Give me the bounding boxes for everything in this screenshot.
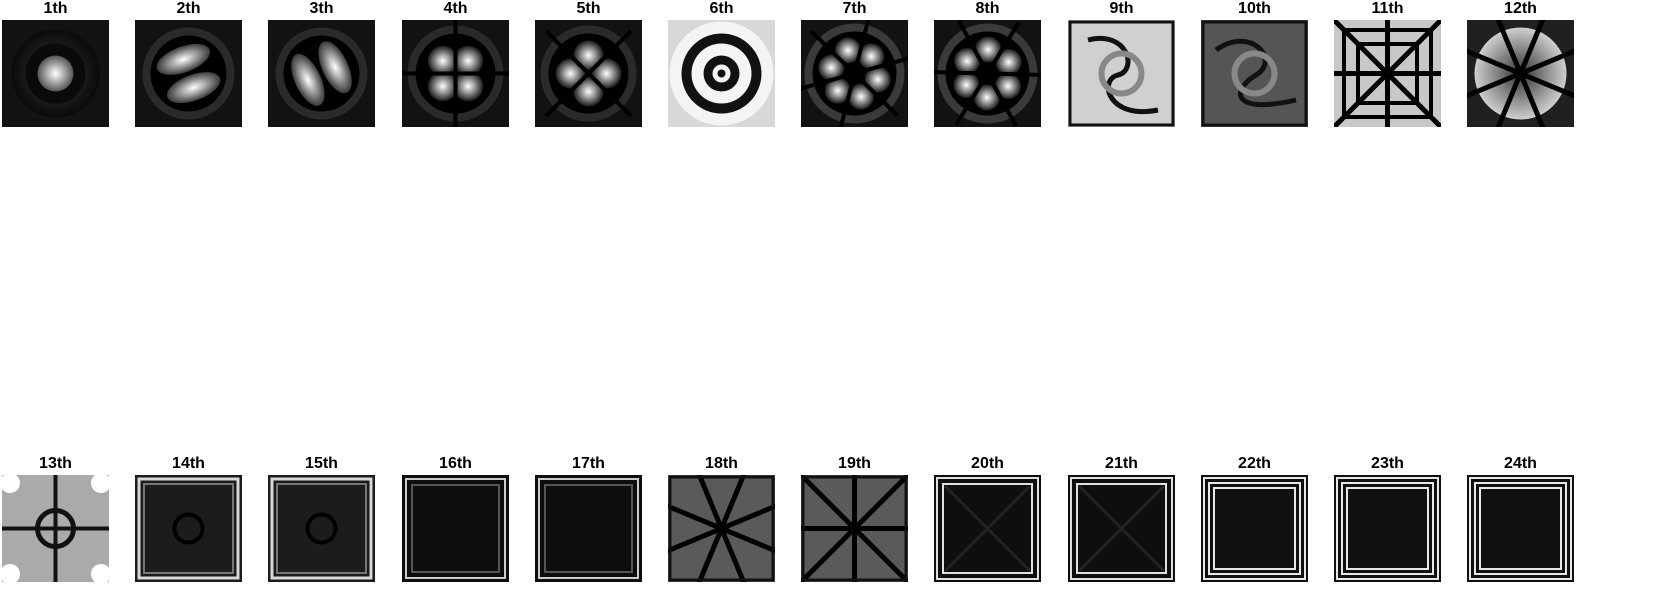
mode-panel-title: 19th: [838, 455, 871, 472]
mode-panel: 13th: [2, 455, 109, 582]
mode-panel: 23th: [1334, 455, 1441, 582]
mode-pattern-graphic: [1467, 475, 1574, 582]
mode-panel-image: [535, 20, 642, 127]
mode-panel-image: [1467, 475, 1574, 582]
mode-panel-title: 8th: [975, 0, 1000, 17]
mode-pattern-graphic: [934, 475, 1041, 582]
mode-pattern-graphic: [135, 20, 242, 127]
mode-panel-image: [801, 20, 908, 127]
mode-panel: 4th: [402, 0, 509, 127]
mode-panel: 3th: [268, 0, 375, 127]
mode-panel-title: 2th: [176, 0, 201, 17]
mode-panel: 15th: [268, 455, 375, 582]
mode-pattern-graphic: [2, 20, 109, 127]
mode-panel-title: 13th: [39, 455, 72, 472]
mode-panel: 22th: [1201, 455, 1308, 582]
mode-pattern-graphic: [135, 475, 242, 582]
mode-pattern-graphic: [402, 20, 509, 127]
mode-panel-image: [402, 20, 509, 127]
mode-panel: 11th: [1334, 0, 1441, 127]
mode-panel-title: 9th: [1109, 0, 1134, 17]
mode-panel-image: [2, 20, 109, 127]
mode-panel-image: [402, 475, 509, 582]
mode-pattern-graphic: [535, 20, 642, 127]
mode-pattern-graphic: [268, 475, 375, 582]
mode-pattern-graphic: [2, 475, 109, 582]
mode-panel-title: 15th: [305, 455, 338, 472]
mode-panel: 8th: [934, 0, 1041, 127]
mode-panel: 24th: [1467, 455, 1574, 582]
mode-pattern-graphic: [801, 475, 908, 582]
mode-panel-image: [1201, 20, 1308, 127]
mode-panel-image: [1334, 20, 1441, 127]
mode-panel-title: 21th: [1105, 455, 1138, 472]
mode-pattern-graphic: [801, 20, 908, 127]
mode-pattern-graphic: [1068, 475, 1175, 582]
mode-panel-title: 23th: [1371, 455, 1404, 472]
mode-panel: 10th: [1201, 0, 1308, 127]
mode-panel-title: 24th: [1504, 455, 1537, 472]
mode-pattern-graphic: [1201, 20, 1308, 127]
mode-panel-image: [1068, 20, 1175, 127]
mode-pattern-graphic: [402, 475, 509, 582]
mode-panel-title: 6th: [709, 0, 734, 17]
mode-panel-image: [2, 475, 109, 582]
mode-panel-title: 4th: [443, 0, 468, 17]
mode-panel-title: 11th: [1371, 0, 1404, 17]
mode-panel-title: 16th: [439, 455, 472, 472]
mode-panel-image: [535, 475, 642, 582]
mode-panel-image: [934, 20, 1041, 127]
mode-panel: 1th: [2, 0, 109, 127]
mode-panel-image: [135, 475, 242, 582]
mode-pattern-graphic: [1201, 475, 1308, 582]
mode-pattern-graphic: [934, 20, 1041, 127]
mode-panel: 20th: [934, 455, 1041, 582]
mode-panel-image: [801, 475, 908, 582]
mode-panel: 18th: [668, 455, 775, 582]
mode-pattern-graphic: [668, 20, 775, 127]
mode-panel-title: 18th: [705, 455, 738, 472]
mode-panel-title: 5th: [576, 0, 601, 17]
mode-panel-title: 17th: [572, 455, 605, 472]
mode-panel-image: [268, 20, 375, 127]
mode-panel-image: [668, 20, 775, 127]
mode-panel: 21th: [1068, 455, 1175, 582]
mode-panel-image: [934, 475, 1041, 582]
mode-panel-title: 3th: [309, 0, 334, 17]
mode-panel: 16th: [402, 455, 509, 582]
mode-panel: 19th: [801, 455, 908, 582]
mode-pattern-graphic: [668, 475, 775, 582]
mode-pattern-graphic: [1334, 20, 1441, 127]
mode-panel: 7th: [801, 0, 908, 127]
mode-panel: 5th: [535, 0, 642, 127]
mode-panel-title: 7th: [842, 0, 867, 17]
mode-panel-title: 20th: [971, 455, 1004, 472]
mode-panel: 6th: [668, 0, 775, 127]
mode-pattern-graphic: [1068, 20, 1175, 127]
mode-panel-image: [1068, 475, 1175, 582]
mode-panel-title: 1th: [43, 0, 68, 17]
mode-panel-image: [1334, 475, 1441, 582]
mode-panel-title: 10th: [1238, 0, 1271, 17]
mode-panel: 17th: [535, 455, 642, 582]
mode-panel-title: 12th: [1504, 0, 1537, 17]
mode-pattern-graphic: [1467, 20, 1574, 127]
mode-pattern-graphic: [1334, 475, 1441, 582]
mode-panel-image: [268, 475, 375, 582]
mode-pattern-graphic: [268, 20, 375, 127]
mode-panel-image: [1201, 475, 1308, 582]
mode-panel-image: [668, 475, 775, 582]
mode-panel: 14th: [135, 455, 242, 582]
mode-panel: 12th: [1467, 0, 1574, 127]
mode-panel-image: [135, 20, 242, 127]
mode-panel: 2th: [135, 0, 242, 127]
mode-panel-image: [1467, 20, 1574, 127]
mode-panel-title: 14th: [172, 455, 205, 472]
mode-panel-title: 22th: [1238, 455, 1271, 472]
mode-pattern-graphic: [535, 475, 642, 582]
mode-panel: 9th: [1068, 0, 1175, 127]
